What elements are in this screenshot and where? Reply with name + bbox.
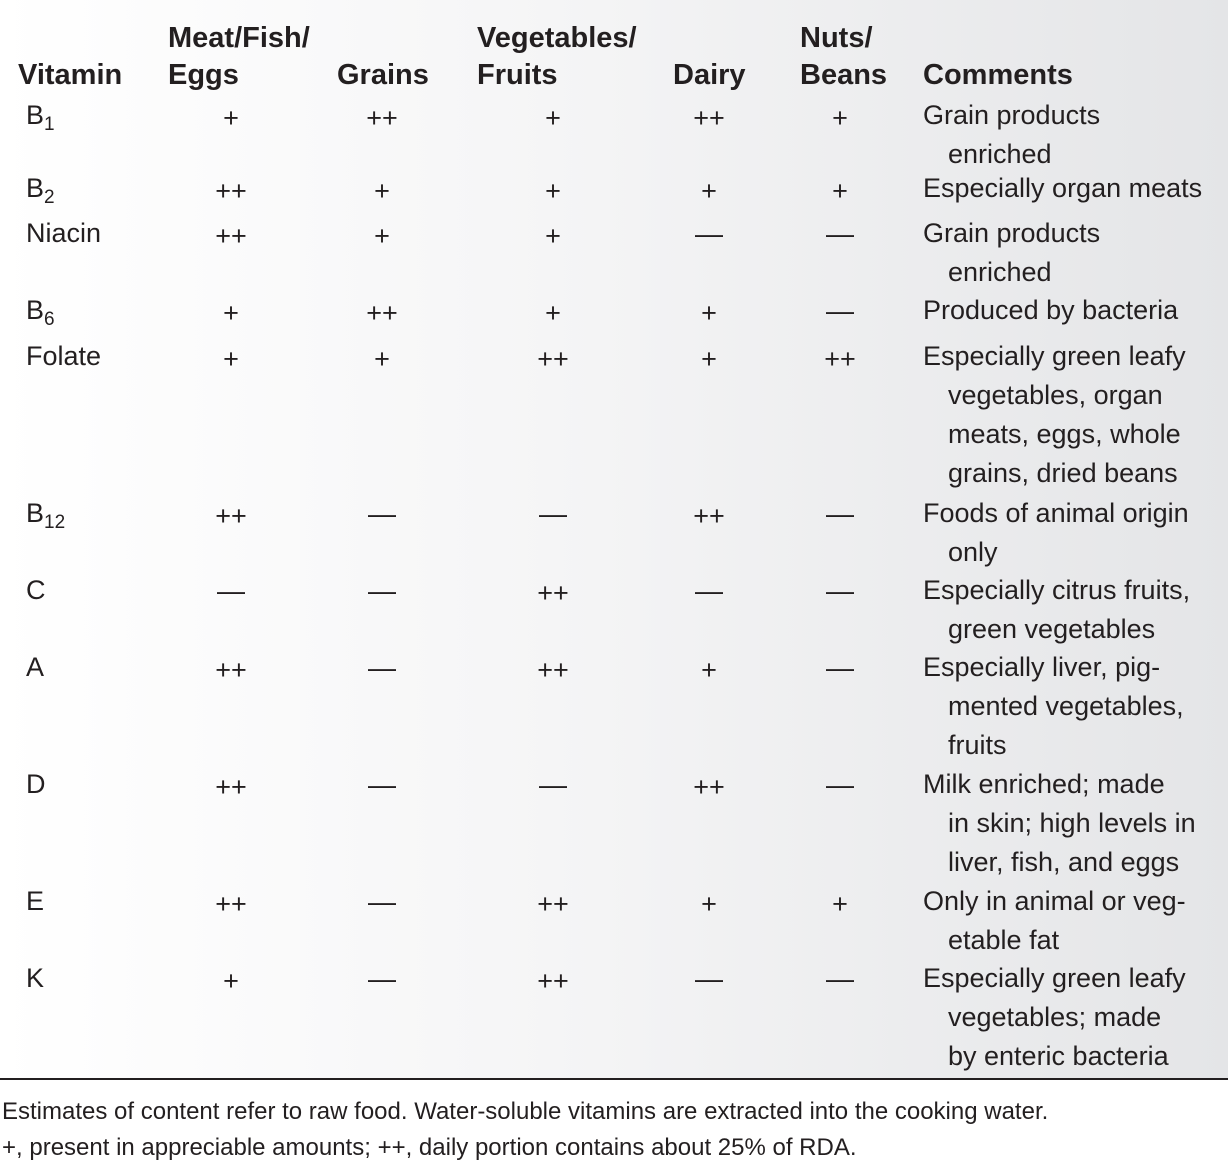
veg-amount: —: [539, 498, 567, 529]
veg-amount: +: [545, 298, 561, 328]
nuts-amount: —: [826, 652, 854, 683]
dairy-amount: —: [695, 963, 723, 994]
comment-text: Especially green leafy vegetables; made by…: [923, 963, 1186, 1071]
header-grains: Grains: [337, 59, 429, 91]
meat-amount: ++: [215, 176, 247, 206]
dairy-amount: +: [701, 889, 717, 919]
grains-amount: —: [368, 963, 396, 994]
dairy-amount: —: [695, 575, 723, 606]
dairy-amount: ++: [693, 103, 725, 133]
vitamin-name: E: [26, 886, 45, 916]
header-dairy: Dairy: [673, 59, 746, 91]
nuts-amount: —: [826, 218, 854, 249]
header-comments: Comments: [923, 59, 1073, 91]
header-vitamin: Vitamin: [18, 59, 123, 91]
veg-amount: ++: [537, 344, 569, 374]
dairy-amount: +: [701, 655, 717, 685]
comment-text: Milk enriched; made in skin; high levels …: [923, 769, 1196, 877]
grains-amount: ++: [366, 103, 398, 133]
vitamin-name: Niacin: [26, 218, 102, 248]
header-nuts-beans: Nuts/Beans: [800, 22, 888, 91]
dairy-amount: +: [701, 298, 717, 328]
vitamin-name: D: [26, 769, 46, 799]
table-bottom-rule: [0, 1078, 1228, 1080]
veg-amount: +: [545, 103, 561, 133]
dairy-amount: +: [701, 344, 717, 374]
nuts-amount: —: [826, 575, 854, 606]
vitamin-name: B6: [26, 295, 55, 330]
veg-amount: +: [545, 176, 561, 206]
meat-amount: +: [223, 966, 239, 996]
vitamin-name: B1: [26, 100, 55, 135]
comment-text: Especially citrus fruits, green vegetable…: [923, 575, 1191, 644]
comment-text: Foods of animal origin only: [923, 498, 1189, 567]
nuts-amount: —: [826, 963, 854, 994]
comment-text: Especially green leafy vegetables, organ m…: [923, 341, 1186, 488]
veg-amount: ++: [537, 966, 569, 996]
meat-amount: ++: [215, 889, 247, 919]
meat-amount: +: [223, 344, 239, 374]
vitamin-name: A: [26, 652, 45, 682]
vitamin-name: Folate: [26, 341, 102, 371]
grains-amount: +: [374, 221, 390, 251]
vitamin-name: B2: [26, 173, 55, 208]
veg-amount: ++: [537, 889, 569, 919]
vitamin-sources-table: [0, 0, 1228, 1078]
vitamin-name: K: [26, 963, 45, 993]
table-footnote: Estimates of content refer to raw food. …: [2, 1094, 1048, 1166]
nuts-amount: +: [832, 176, 848, 206]
dairy-amount: ++: [693, 501, 725, 531]
meat-amount: ++: [215, 772, 247, 802]
meat-amount: ++: [215, 221, 247, 251]
vitamin-name: C: [26, 575, 46, 605]
nuts-amount: +: [832, 889, 848, 919]
veg-amount: +: [545, 221, 561, 251]
meat-amount: ++: [215, 655, 247, 685]
grains-amount: —: [368, 575, 396, 606]
comment-text: Only in animal or veg-etable fat: [923, 886, 1186, 955]
veg-amount: ++: [537, 578, 569, 608]
comment-text: Grain products enriched: [923, 218, 1101, 287]
dairy-amount: +: [701, 176, 717, 206]
nuts-amount: —: [826, 295, 854, 326]
grains-amount: —: [368, 498, 396, 529]
meat-amount: ++: [215, 501, 247, 531]
grains-amount: +: [374, 176, 390, 206]
comment-text: Grain products enriched: [923, 100, 1101, 169]
comment-text: Produced by bacteria: [923, 295, 1179, 325]
grains-amount: ++: [366, 298, 398, 328]
meat-amount: —: [217, 575, 245, 606]
grains-amount: —: [368, 886, 396, 917]
grains-amount: —: [368, 769, 396, 800]
footnote-line: +, present in appreciable amounts; ++, d…: [2, 1134, 857, 1161]
dairy-amount: —: [695, 218, 723, 249]
nuts-amount: ++: [824, 344, 856, 374]
comment-text: Especially organ meats: [923, 173, 1203, 203]
veg-amount: ++: [537, 655, 569, 685]
footnote-line: Estimates of content refer to raw food. …: [2, 1098, 1049, 1125]
dairy-amount: ++: [693, 772, 725, 802]
grains-amount: —: [368, 652, 396, 683]
nuts-amount: —: [826, 769, 854, 800]
comment-text: Especially liver, pig-mented vegetables,…: [923, 652, 1184, 760]
veg-amount: —: [539, 769, 567, 800]
header-vegetables-fruits: Vegetables/Fruits: [477, 22, 637, 91]
meat-amount: +: [223, 103, 239, 133]
vitamin-name: B12: [26, 498, 66, 533]
grains-amount: +: [374, 344, 390, 374]
meat-amount: +: [223, 298, 239, 328]
header-meat-fish-eggs: Meat/Fish/Eggs: [168, 22, 310, 91]
nuts-amount: —: [826, 498, 854, 529]
nuts-amount: +: [832, 103, 848, 133]
